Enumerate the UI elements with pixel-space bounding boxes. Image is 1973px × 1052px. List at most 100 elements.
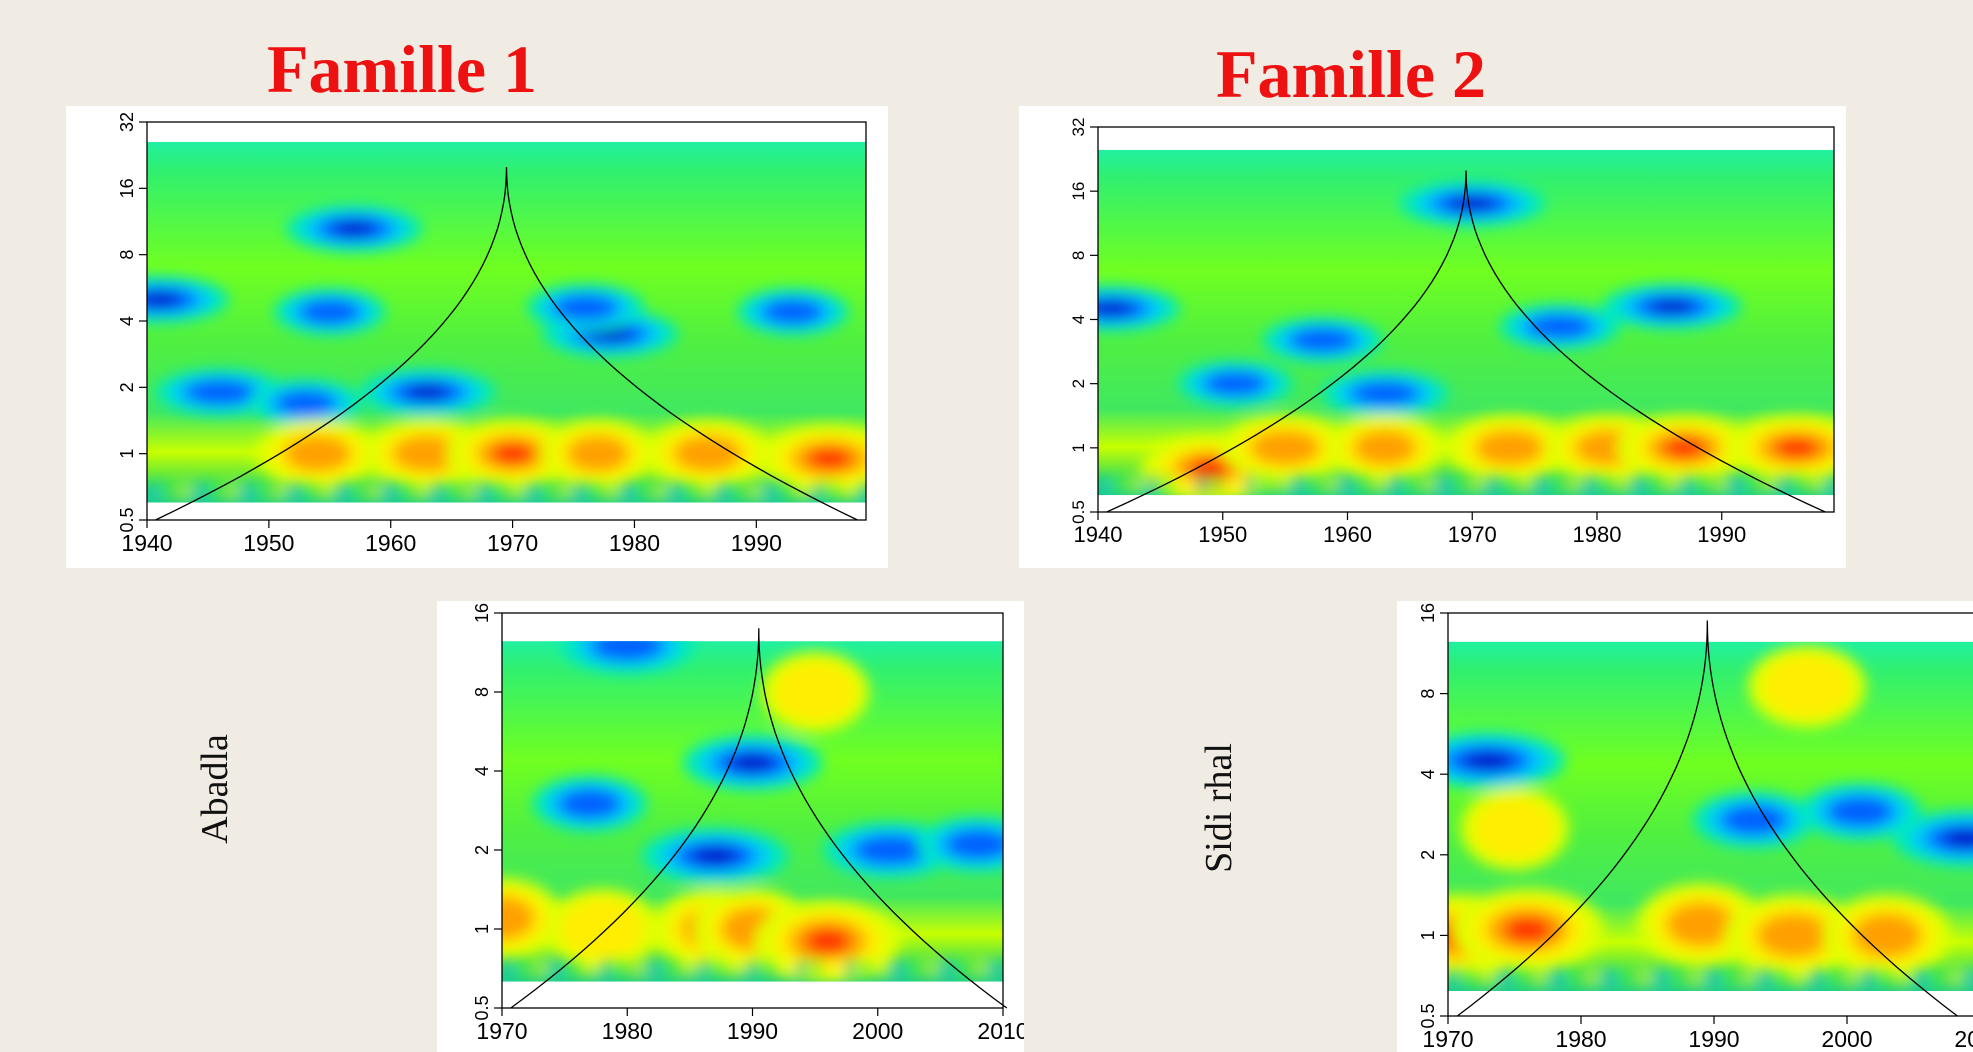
famille1-ripple-22 (497, 481, 506, 502)
famille1-ripple-7 (259, 481, 269, 502)
famille1-feature-7-layer-2 (275, 390, 336, 416)
famille2-ripple-26 (1521, 474, 1531, 495)
famille2-ripple-30 (1585, 474, 1596, 495)
sidi_rhal-cone-of-influence (1456, 620, 1958, 1017)
sidi_rhal-xtick-label-0: 1970 (1422, 1026, 1473, 1052)
sidi_rhal-feature-9-layer-2 (1757, 913, 1831, 958)
famille1-feature-6-layer-2 (185, 379, 255, 405)
sidi_rhal-ripple-14 (1691, 967, 1701, 988)
abadla-ripple-20 (829, 958, 839, 979)
famille2-title: Famille 2 (1216, 36, 1487, 112)
famille1-ripple-18 (433, 481, 443, 502)
sidi_rhal-ripple-23 (1846, 967, 1857, 988)
famille2-xtick-label-1: 1950 (1198, 522, 1247, 547)
famille1-ytick-label-3: 4 (117, 316, 137, 326)
sidi_rhal-feature-0-layer-3 (1463, 751, 1513, 770)
famille2-ripple-44 (1813, 474, 1823, 495)
famille2-feature-7-layer-3 (1188, 458, 1233, 479)
abadla-wavelet-chart: 1970 1980 1990 2000 2010 0.5 1 2 4 8 16 (437, 601, 1024, 1052)
famille2-ripple-7 (1212, 474, 1223, 495)
famille1-ripple-30 (623, 481, 633, 502)
famille2-ripple-27 (1537, 474, 1547, 495)
abadla-feature-4-layer-3 (692, 847, 738, 865)
famille1-ripple-36 (718, 481, 728, 502)
famille2-ripple-42 (1780, 474, 1790, 495)
abadla-ripple-12 (698, 958, 708, 979)
famille2-feature-10-layer-2 (1476, 430, 1544, 466)
abadla-ytick-label-2: 2 (472, 845, 492, 855)
sidi_rhal-ripple-12 (1656, 967, 1667, 988)
abadla-xtick-label-3: 2000 (852, 1018, 903, 1044)
abadla-feature-2-layer-3 (730, 754, 775, 772)
abadla-xtick-label-2: 1990 (727, 1018, 778, 1044)
famille1-ripple-27 (576, 481, 586, 502)
famille2-ripple-9 (1245, 474, 1255, 495)
sidi_rhal-feature-10-layer-2 (1852, 913, 1921, 958)
famille2-feature-8-layer-2 (1250, 430, 1320, 466)
abadla-ripple-23 (877, 958, 888, 979)
famille1-xtick-label-4: 1980 (609, 530, 660, 556)
abadla-ripple-2 (536, 958, 546, 979)
sidi-rhal-label: Sidi rhal (1197, 743, 1240, 873)
famille1-feature-8-layer-3 (406, 384, 449, 400)
famille2-ripple-38 (1715, 474, 1725, 495)
famille1-ripple-41 (798, 481, 807, 502)
famille1-ripple-31 (639, 481, 649, 502)
famille2-ripple-34 (1650, 474, 1660, 495)
abadla-feature-11-layer-3 (804, 928, 851, 954)
famille1-feature-10-layer-2 (392, 435, 462, 472)
sidi_rhal-ripple-25 (1881, 967, 1892, 988)
famille1-ytick-label-2: 2 (117, 382, 137, 392)
famille2-xtick-label-5: 1990 (1697, 522, 1746, 547)
famille2-ripple-31 (1602, 474, 1612, 495)
famille1-ripple-4 (211, 481, 221, 502)
sidi_rhal-ripple-18 (1760, 967, 1771, 988)
famille2-ripple-18 (1391, 474, 1401, 495)
sidi_rhal-ripple-20 (1794, 967, 1805, 988)
abadla-ripple-24 (894, 958, 904, 979)
sidi_rhal-ripple-17 (1743, 967, 1753, 988)
sidi_rhal-feature-7-layer-3 (1504, 916, 1552, 943)
sidi_rhal-feature-1-layer-1 (1762, 655, 1852, 718)
sidi_rhal-feature-3-layer-2 (1827, 796, 1893, 827)
abadla-ripple-29 (975, 958, 985, 979)
famille1-ripple-15 (386, 481, 396, 502)
famille1-ripple-9 (291, 481, 301, 502)
abadla-ripple-11 (682, 958, 692, 979)
sidi_rhal-ripple-22 (1829, 967, 1840, 988)
famille1-ripple-33 (671, 481, 681, 502)
famille1-ytick-label-1: 1 (117, 449, 137, 459)
sidi_rhal-ytick-label-1: 1 (1418, 930, 1438, 940)
famille1-ripple-17 (417, 481, 427, 502)
famille1-ripple-14 (370, 481, 380, 502)
abadla-ytick-label-0: 0.5 (472, 995, 492, 1020)
abadla-ripple-18 (796, 958, 806, 979)
famille2-xtick-label-4: 1980 (1573, 522, 1622, 547)
famille1-ytick-label-4: 8 (117, 250, 137, 260)
famille1-ripple-28 (592, 481, 602, 502)
famille2-ytick-label-0: 0.5 (1069, 500, 1088, 524)
famille2-ripple-15 (1342, 474, 1352, 495)
famille1-xtick-label-0: 1940 (121, 530, 172, 556)
famille2-xtick-label-3: 1970 (1448, 522, 1497, 547)
famille2-ytick-label-1: 1 (1069, 443, 1088, 452)
abadla-ripple-16 (763, 958, 774, 979)
famille2-ripple-33 (1634, 474, 1644, 495)
abadla-ytick-label-4: 8 (472, 687, 492, 697)
abadla-ripple-30 (991, 958, 1002, 979)
famille2-cone-of-influence (1106, 170, 1826, 513)
sidi_rhal-ripple-8 (1587, 967, 1598, 988)
famille1-ripple-12 (338, 481, 348, 502)
abadla-feature-3-layer-2 (559, 789, 621, 819)
famille2-feature-2-layer-3 (1650, 299, 1694, 314)
sidi_rhal-ripple-27 (1915, 967, 1926, 988)
famille1-ripple-32 (655, 481, 665, 502)
famille2-ytick-label-5: 16 (1069, 182, 1088, 201)
abadla-svg: 1970 1980 1990 2000 2010 0.5 1 2 4 8 16 (472, 603, 1024, 1044)
famille1-ripple-11 (322, 481, 332, 502)
famille2-ripple-32 (1618, 474, 1628, 495)
famille1-ripple-0 (148, 481, 158, 502)
abadla-feature-0-layer-2 (591, 641, 663, 661)
famille1-ripple-8 (275, 481, 285, 502)
abadla-xtick-label-4: 2010 (977, 1018, 1024, 1044)
